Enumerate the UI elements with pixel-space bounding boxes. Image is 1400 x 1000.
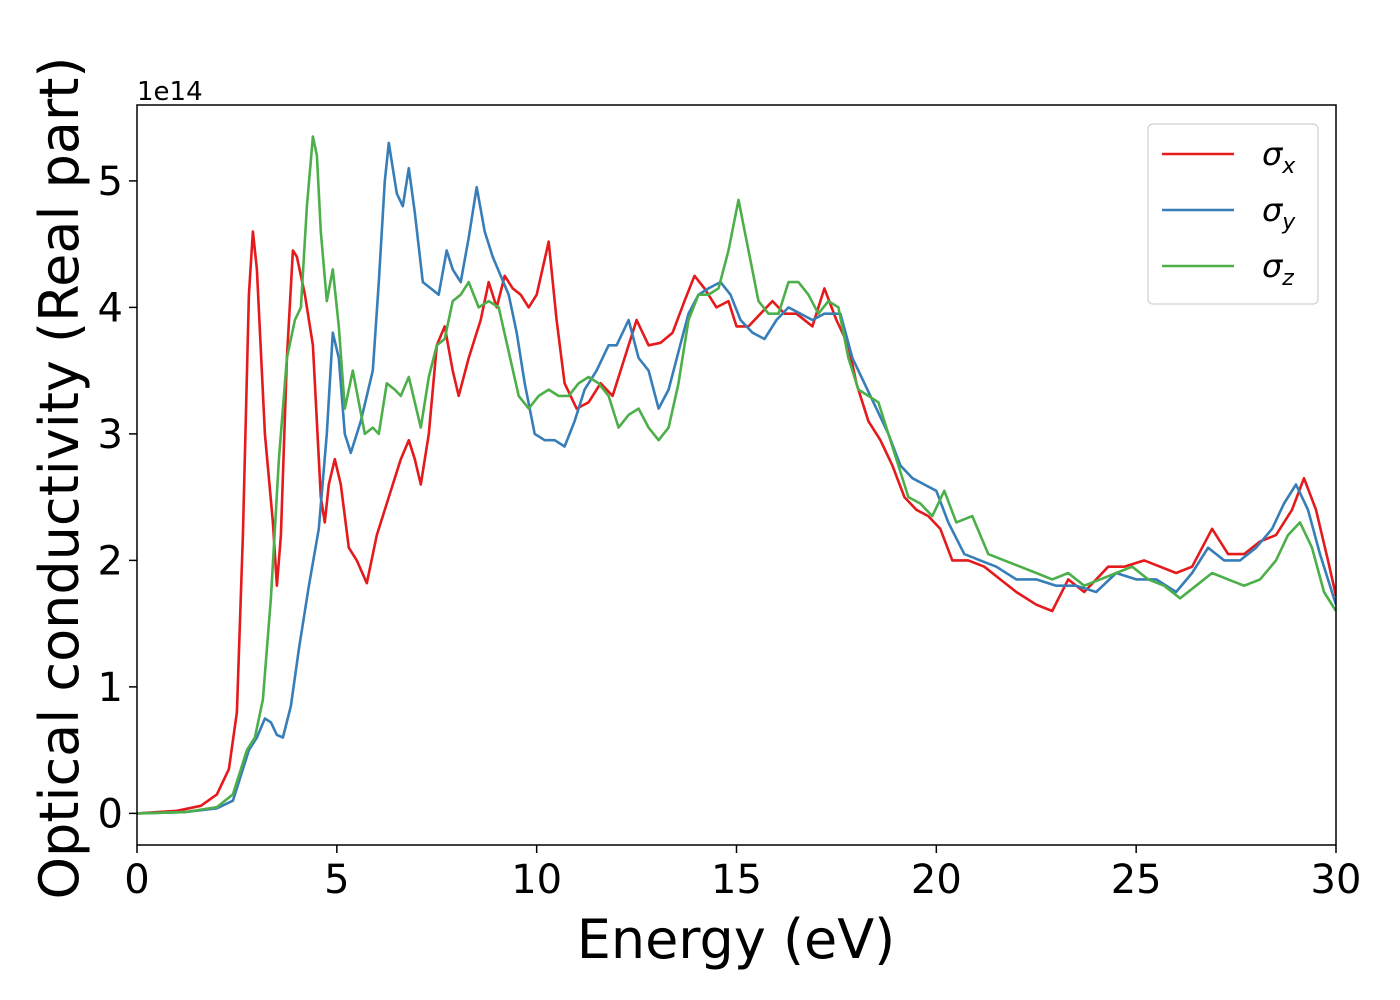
y-tick-label: 5: [98, 159, 123, 205]
series-line-z: [137, 135, 1336, 815]
plot-lines: [137, 135, 1336, 815]
x-tick-label: 30: [1311, 857, 1362, 903]
x-axis: 0 5 10 15 20 25 30: [124, 845, 1361, 903]
series-line-x: [137, 230, 1336, 815]
y-axis: 0 1 2 3 4 5: [98, 159, 137, 837]
y-offset-label: 1e14: [137, 77, 203, 107]
x-tick-label: 10: [511, 857, 562, 903]
y-tick-label: 4: [98, 285, 123, 331]
y-tick-label: 0: [98, 791, 123, 837]
x-axis-title: Energy (eV): [577, 908, 896, 971]
x-tick-label: 20: [911, 857, 962, 903]
y-axis-title: Optical conductivity (Real part): [28, 57, 91, 900]
series-line-y: [137, 141, 1336, 815]
x-tick-label: 15: [711, 857, 762, 903]
y-tick-label: 3: [98, 412, 123, 458]
y-tick-label: 2: [98, 538, 123, 584]
x-tick-label: 0: [124, 857, 149, 903]
x-tick-label: 25: [1111, 857, 1162, 903]
y-tick-label: 1: [98, 665, 123, 711]
x-tick-label: 5: [324, 857, 349, 903]
legend-box: [1147, 123, 1319, 305]
